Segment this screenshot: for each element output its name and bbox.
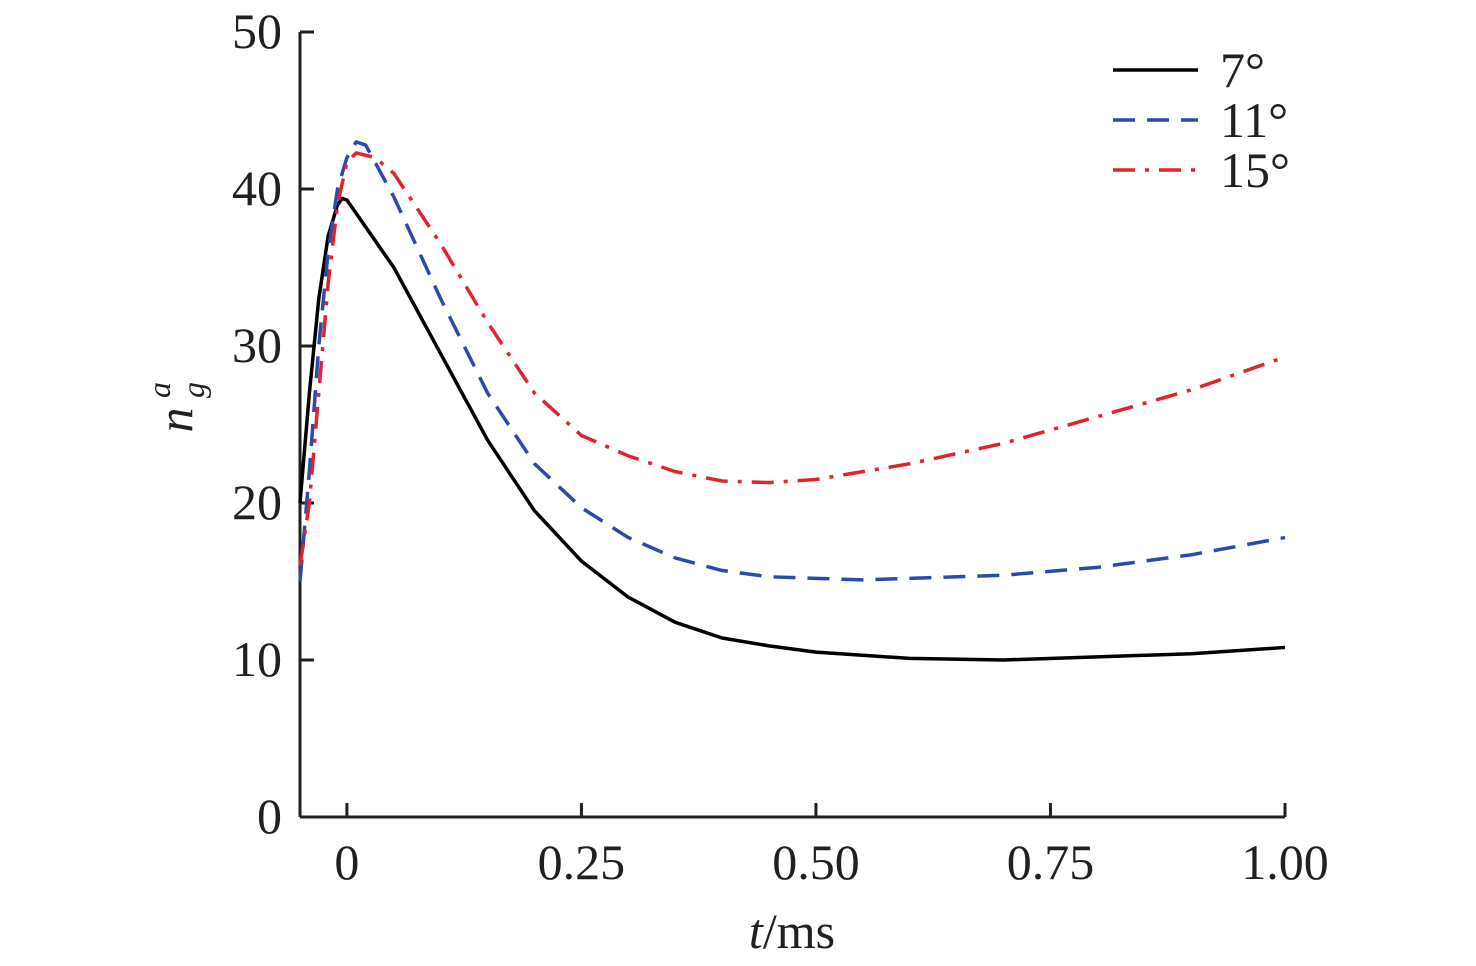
legend: 7°11°15° xyxy=(1113,42,1290,198)
legend-label: 11° xyxy=(1220,92,1288,148)
y-tick-label: 30 xyxy=(232,317,282,373)
y-tick-label: 10 xyxy=(232,631,282,687)
axes xyxy=(298,30,1287,819)
series-line-3 xyxy=(298,151,1286,567)
x-tick-label: 0.50 xyxy=(772,834,860,890)
series-line-2 xyxy=(298,140,1286,582)
series-line-1 xyxy=(298,196,1286,662)
y-label-sub: g xyxy=(175,382,211,398)
y-tick-label: 50 xyxy=(232,3,282,59)
y-tick-label: 40 xyxy=(232,160,282,216)
y-label-sup: a xyxy=(141,382,177,398)
y-label-base: n xyxy=(147,408,203,433)
legend-label: 7° xyxy=(1220,42,1265,98)
series-lines xyxy=(298,140,1286,662)
legend-label: 15° xyxy=(1220,142,1290,198)
tick-labels: 0 10 20 30 40 50 0 0.25 0.50 0.75 1.00 xyxy=(232,3,1329,890)
y-tick-label: 0 xyxy=(257,788,282,844)
x-tick-label: 0.75 xyxy=(1007,834,1095,890)
x-axis-label: t/ms xyxy=(749,903,835,959)
y-axis-label: n g a xyxy=(141,382,211,433)
y-tick-label: 20 xyxy=(232,474,282,530)
x-tick-label: 0.25 xyxy=(538,834,626,890)
x-tick-label: 1.00 xyxy=(1241,834,1329,890)
x-tick-label: 0 xyxy=(334,834,359,890)
